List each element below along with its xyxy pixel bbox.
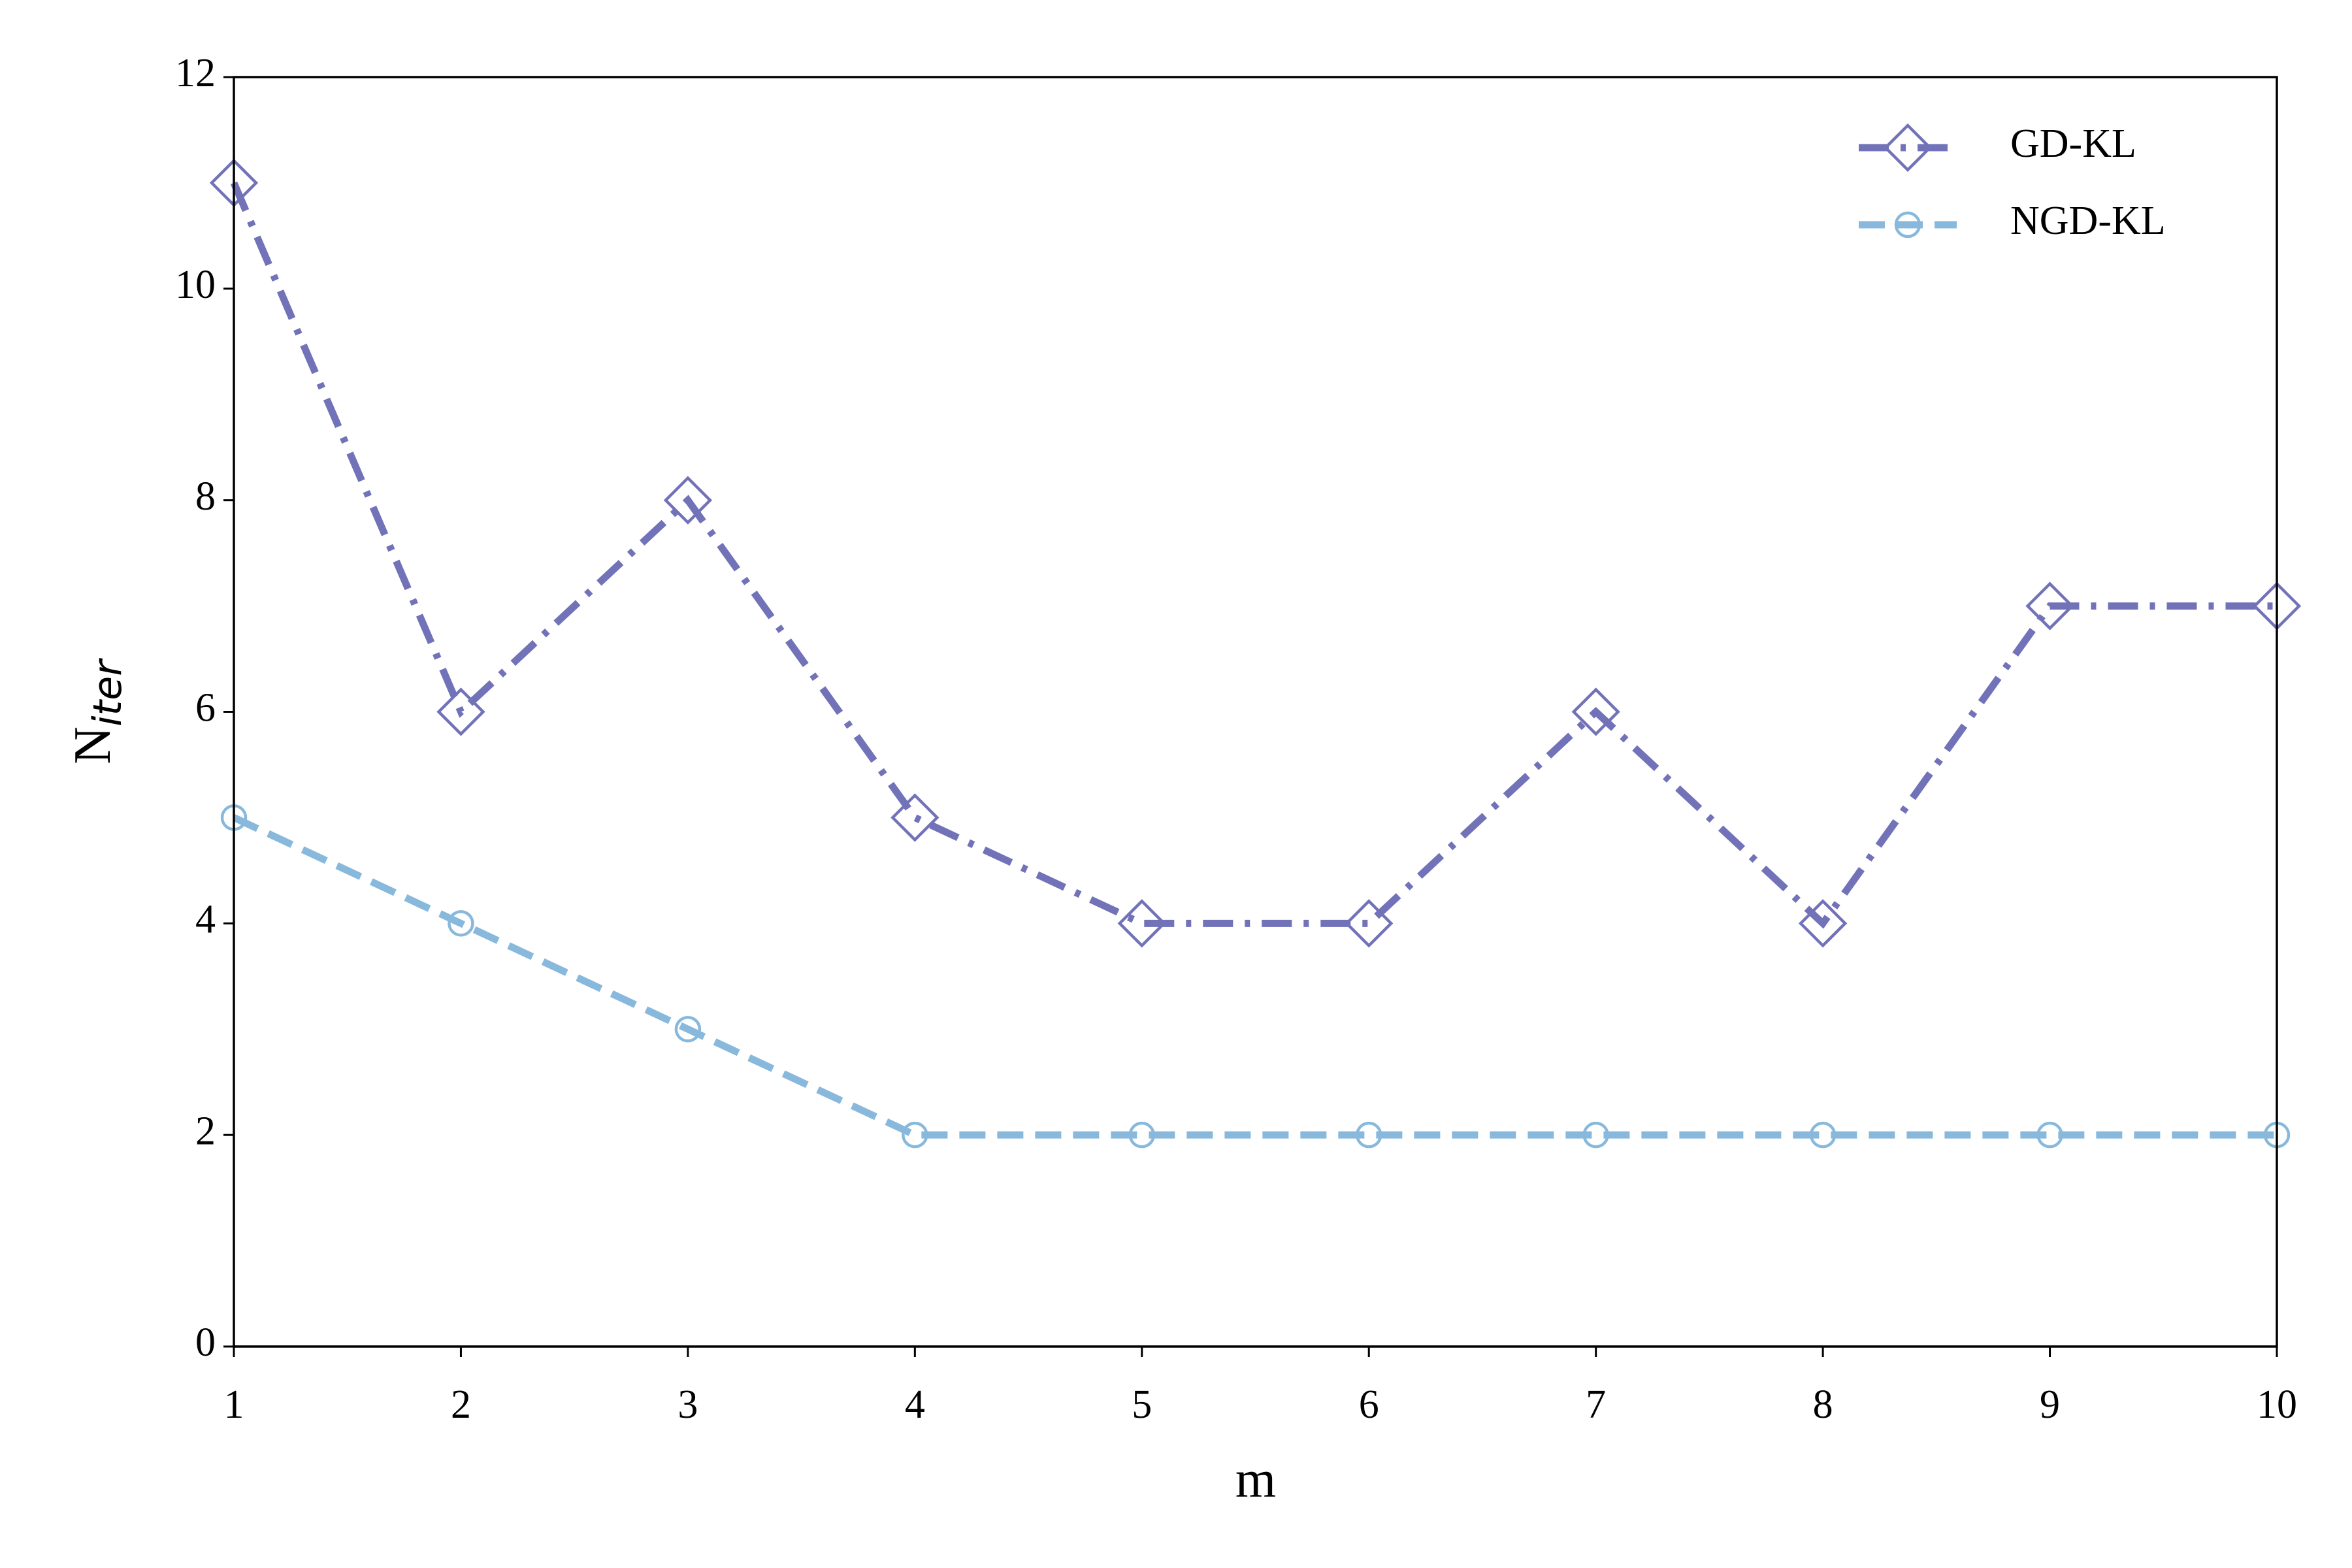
y-tick-label: 10 [175, 263, 216, 307]
y-tick-label: 2 [195, 1109, 216, 1153]
x-tick-label: 10 [2257, 1382, 2297, 1427]
x-tick-label: 3 [678, 1382, 698, 1427]
x-tick-label: 1 [224, 1382, 244, 1427]
x-tick-label: 2 [451, 1382, 471, 1427]
marker [2025, 581, 2074, 630]
plot-frame [233, 76, 2278, 1348]
y-axis-label: Niter [64, 658, 130, 764]
marker [674, 1016, 702, 1043]
marker [1809, 1121, 1837, 1149]
marker [890, 793, 939, 842]
marker [1582, 1121, 1609, 1149]
x-axis-label: m [1235, 1450, 1276, 1508]
series-line [230, 181, 2277, 929]
marker [1345, 899, 1394, 948]
x-tick-label: 4 [905, 1382, 925, 1427]
y-tick-label: 4 [195, 898, 216, 942]
marker [1571, 687, 1620, 736]
marker [1117, 899, 1166, 948]
legend-label: NGD-KL [2010, 199, 2166, 243]
legend-label: GD-KL [2010, 122, 2136, 166]
y-tick-label: 8 [195, 474, 216, 519]
y-tick-label: 0 [195, 1320, 216, 1365]
marker [1883, 123, 1933, 172]
x-tick-label: 9 [2040, 1382, 2060, 1427]
marker [1128, 1121, 1156, 1149]
marker [436, 687, 485, 736]
marker [1798, 899, 1848, 948]
y-axis-label-sub: iter [85, 658, 131, 727]
marker [2036, 1121, 2063, 1149]
y-tick-label: 12 [175, 51, 216, 95]
marker [1355, 1121, 1382, 1149]
x-tick-label: 6 [1359, 1382, 1379, 1427]
marker [448, 910, 474, 937]
x-tick-label: 8 [1813, 1382, 1833, 1427]
x-tick-label: 5 [1132, 1382, 1152, 1427]
y-tick-label: 6 [195, 686, 216, 730]
y-axis-label-base: N [64, 727, 122, 764]
marker [1894, 211, 1921, 238]
marker [663, 476, 713, 525]
x-tick-label: 7 [1586, 1382, 1606, 1427]
marker [902, 1121, 928, 1149]
